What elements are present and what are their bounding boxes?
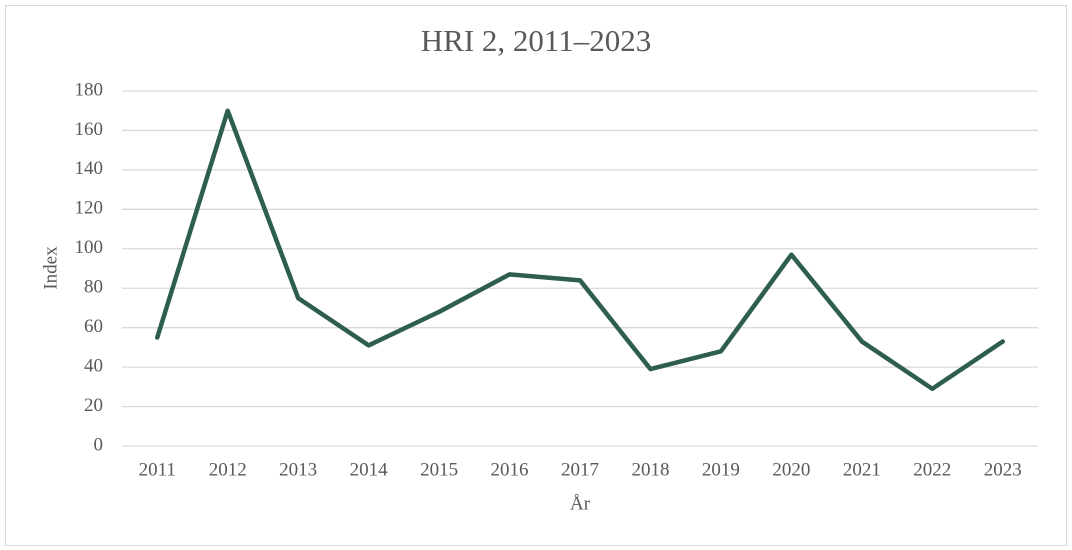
y-axis-label: Index bbox=[40, 246, 61, 290]
x-tick-label: 2022 bbox=[913, 459, 951, 480]
x-axis-label: År bbox=[570, 493, 591, 514]
y-tick-label: 20 bbox=[84, 395, 103, 416]
chart-title: HRI 2, 2011–2023 bbox=[421, 23, 652, 58]
x-tick-label: 2021 bbox=[843, 459, 881, 480]
y-tick-label: 40 bbox=[84, 355, 103, 376]
data-line bbox=[154, 108, 1006, 392]
y-tick-label: 100 bbox=[75, 237, 104, 258]
y-tick-label: 160 bbox=[75, 119, 104, 140]
x-tick-label: 2014 bbox=[350, 459, 389, 480]
x-tick-label: 2013 bbox=[279, 459, 317, 480]
x-tick-label: 2011 bbox=[139, 459, 176, 480]
x-tick-label: 2017 bbox=[561, 459, 599, 480]
x-tick-label: 2018 bbox=[631, 459, 669, 480]
y-tick-label: 80 bbox=[84, 277, 103, 298]
y-tick-label: 0 bbox=[94, 434, 104, 455]
y-tick-label: 120 bbox=[75, 198, 104, 219]
y-tick-label: 60 bbox=[84, 316, 103, 337]
x-tick-label: 2019 bbox=[702, 459, 740, 480]
x-tick-label: 2015 bbox=[420, 459, 458, 480]
x-tick-label: 2020 bbox=[772, 459, 810, 480]
x-tick-label: 2023 bbox=[984, 459, 1022, 480]
y-tick-label: 180 bbox=[75, 79, 104, 100]
x-tick-label: 2016 bbox=[491, 459, 529, 480]
x-tick-label: 2012 bbox=[209, 459, 247, 480]
y-tick-label: 140 bbox=[75, 158, 104, 179]
